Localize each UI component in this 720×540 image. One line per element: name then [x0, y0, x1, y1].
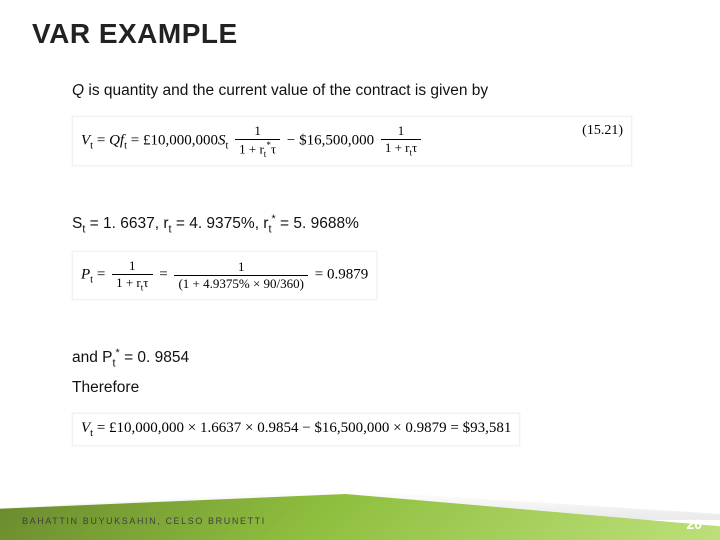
eq1-frac2: 1 1 + rtτ [381, 123, 421, 158]
slide-title: VAR EXAMPLE [32, 18, 238, 50]
eq1-frac1: 1 1 + rt*τ [235, 123, 280, 159]
values-line: St = 1. 6637, rt = 4. 9375%, rt* = 5. 96… [72, 212, 667, 237]
equation-2: Pt = 1 1 + rtτ = 1 (1 + 4.9375% × 90/360… [72, 251, 377, 300]
eq1-number: (15.21) [582, 123, 623, 139]
content-area: Q is quantity and the current value of t… [72, 80, 667, 474]
pstar-line: and Pt* = 0. 9854 [72, 346, 667, 371]
intro-text: is quantity and the current value of the… [84, 82, 488, 99]
intro-line: Q is quantity and the current value of t… [72, 80, 667, 102]
therefore-line: Therefore [72, 377, 667, 399]
equation-1: Vt = Qft = £10,000,000St 1 1 + rt*τ − $1… [72, 116, 632, 166]
equation-3: Vt = £10,000,000 × 1.6637 × 0.9854 − $16… [72, 413, 520, 446]
eq2-frac2: 1 (1 + 4.9375% × 90/360) [174, 259, 308, 292]
footer: BAHATTIN BUYUKSAHIN, CELSO BRUNETTI 20 [0, 494, 720, 540]
authors: BAHATTIN BUYUKSAHIN, CELSO BRUNETTI [22, 516, 266, 526]
page-number: 20 [686, 516, 702, 532]
eq2-frac1: 1 1 + rtτ [112, 258, 152, 293]
